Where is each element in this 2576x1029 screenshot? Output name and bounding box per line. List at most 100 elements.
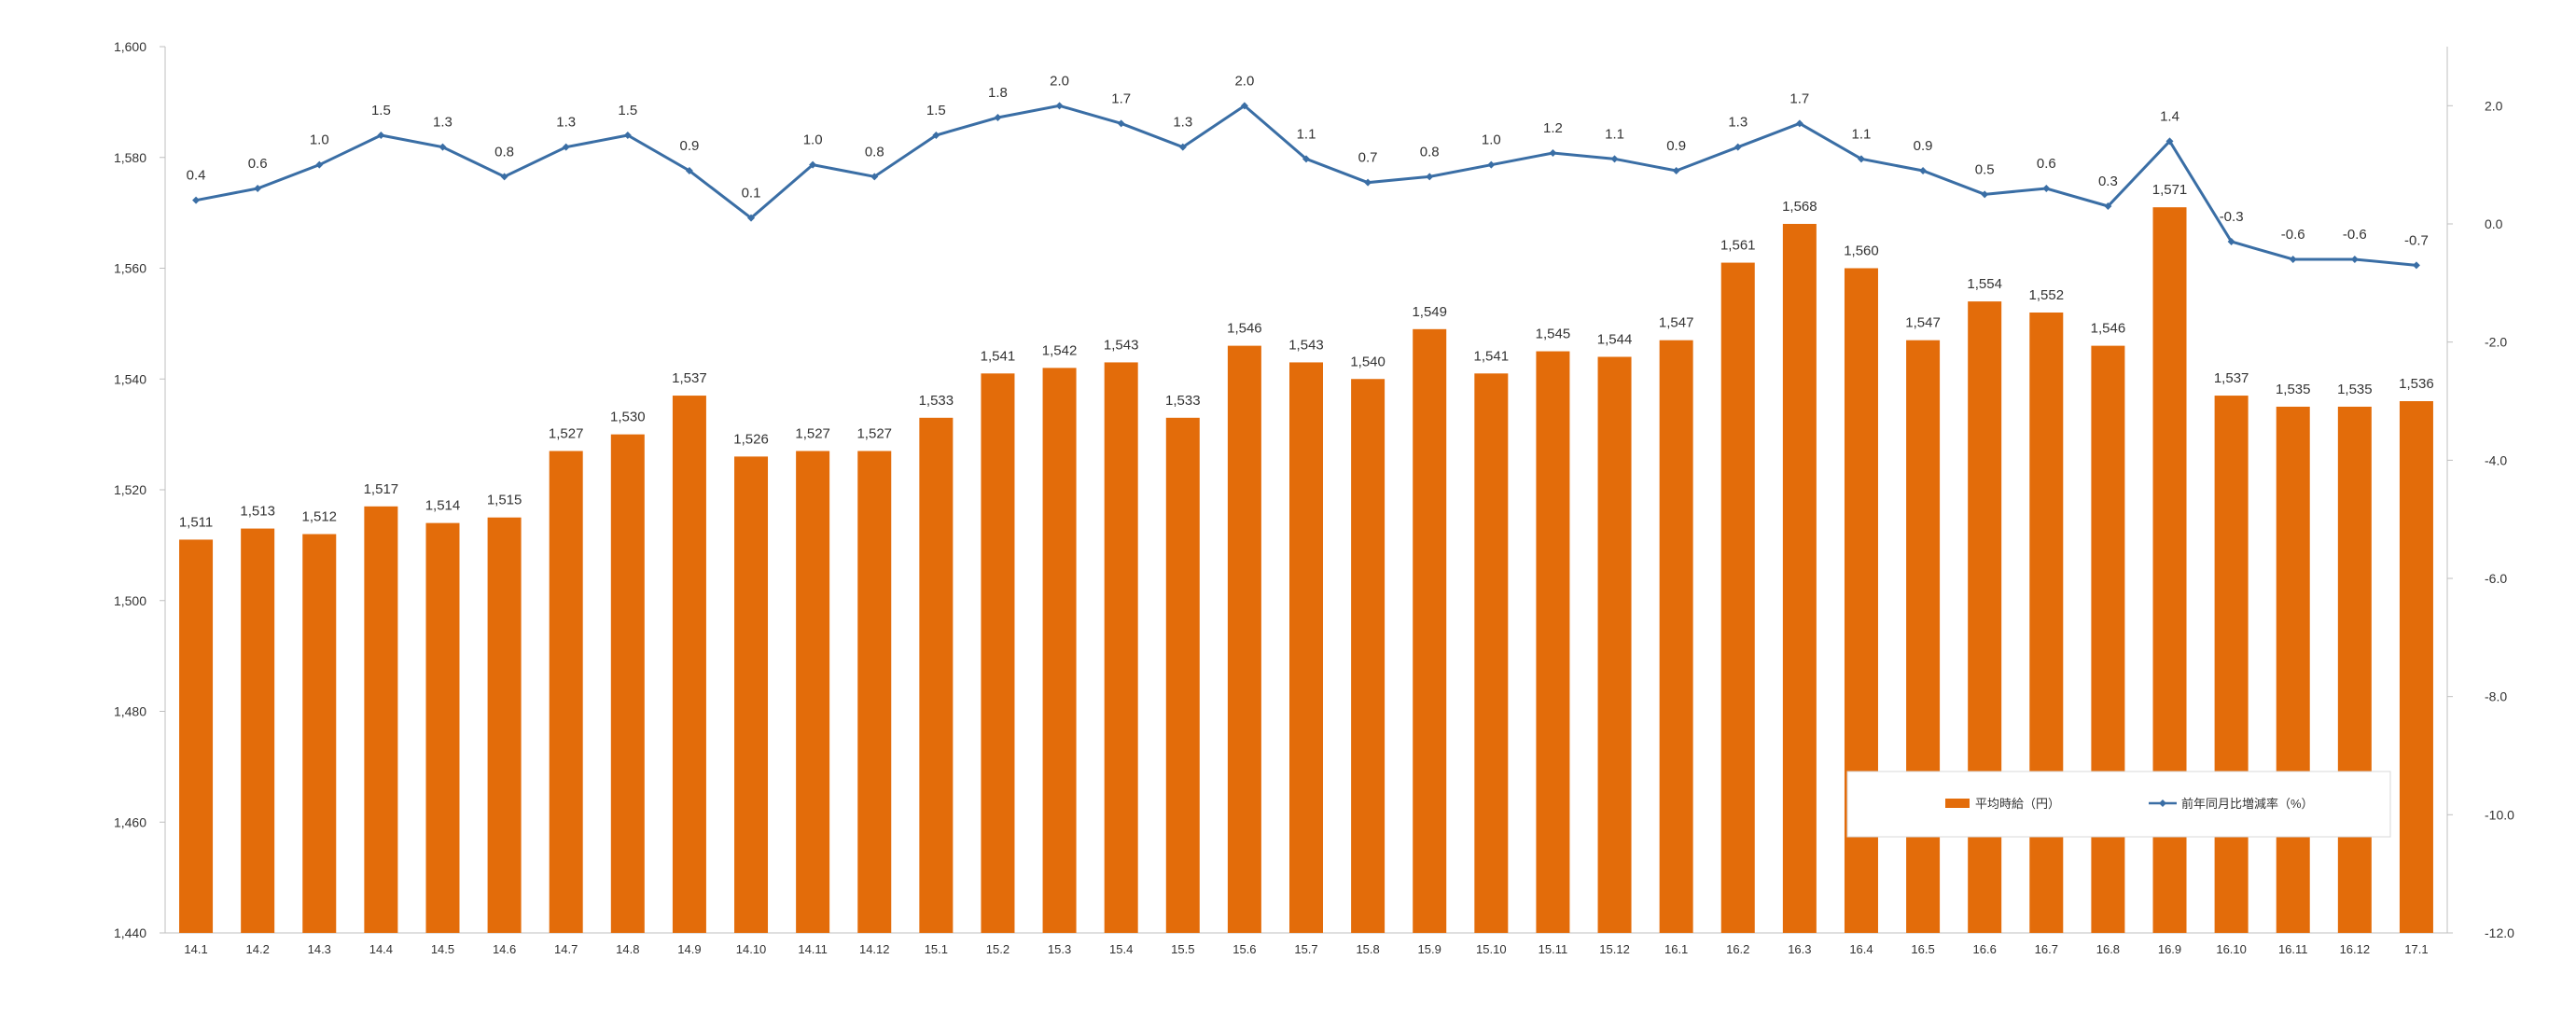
legend: 平均時給（円） 前年同月比増減率（%）: [1846, 771, 2391, 838]
line-value-label: 1.1: [1297, 126, 1316, 142]
line-point-marker: [2165, 137, 2174, 146]
bar-value-label: 1,533: [919, 393, 954, 409]
bar: [1104, 362, 1138, 933]
line-value-label: 1.5: [371, 103, 391, 118]
bar-value-label: 1,547: [1659, 315, 1694, 331]
x-tick-label: 14.3: [308, 942, 331, 956]
bar-value-label: 1,549: [1412, 304, 1447, 320]
bar-value-label: 1,546: [1227, 321, 1262, 337]
x-tick-label: 14.11: [798, 942, 828, 956]
bar-value-label: 1,541: [1474, 348, 1510, 364]
x-tick-label: 15.3: [1048, 942, 1071, 956]
x-tick-label: 16.8: [2096, 942, 2120, 956]
bar: [1782, 224, 1817, 933]
line-value-label: 1.0: [1482, 132, 1501, 148]
line-value-label: 0.6: [248, 156, 268, 172]
right-tick-label: 0.0: [2485, 216, 2503, 231]
bar: [2276, 406, 2310, 933]
line-value-label: 1.7: [1111, 90, 1131, 106]
bar: [796, 451, 830, 933]
bar: [425, 522, 460, 933]
line-value-label: 0.3: [2098, 174, 2118, 189]
right-tick-label: -6.0: [2485, 571, 2507, 586]
line-point-marker: [2227, 238, 2235, 245]
line-point-marker: [1549, 149, 1557, 157]
bar-value-label: 1,536: [2399, 376, 2434, 392]
bar-value-label: 1,530: [610, 410, 646, 425]
right-tick-label: -2.0: [2485, 335, 2507, 350]
x-tick-label: 16.6: [1973, 942, 1997, 956]
x-tick-label: 14.2: [246, 942, 270, 956]
axes-group: 1,440 1,460 1,480 1,500 1,520 1,540 1,560 1,580…: [114, 39, 2514, 956]
legend-line-label: 前年同月比増減率（%）: [2181, 797, 2314, 811]
line-value-label: 1.1: [1605, 126, 1624, 142]
bar-value-label: 1,537: [2214, 370, 2249, 386]
x-tick-label: 16.2: [1726, 942, 1749, 956]
legend-box: [1846, 771, 2391, 838]
x-tick-label: 16.5: [1911, 942, 1934, 956]
line-point-marker: [994, 114, 1002, 121]
x-tick-label: 15.4: [1109, 942, 1133, 956]
line-point-marker: [1240, 102, 1248, 110]
x-tick-label: 15.7: [1294, 942, 1317, 956]
line-value-label: 1.8: [988, 85, 1008, 101]
line-value-label: 2.0: [1050, 73, 1069, 89]
bar: [179, 539, 214, 933]
line-point-marker: [562, 143, 570, 151]
bar-value-label: 1,544: [1597, 332, 1633, 348]
bar-value-label: 1,560: [1844, 243, 1879, 259]
bar-value-label: 1,511: [179, 514, 213, 530]
bar-value-label: 1,515: [487, 493, 522, 508]
bar-value-label: 1,527: [549, 425, 584, 441]
data-labels-group: 1,511 1,513 1,512 1,517 1,514 1,515 1,527 1,530…: [179, 73, 2434, 530]
bar-value-label: 1,561: [1720, 238, 1756, 254]
right-tick-label: -8.0: [2485, 689, 2507, 704]
x-tick-label: 15.1: [925, 942, 948, 956]
bar-value-label: 1,568: [1782, 199, 1817, 215]
line-value-label: -0.3: [2220, 209, 2244, 225]
left-tick-label: 1,540: [114, 371, 146, 386]
x-tick-label: 15.10: [1476, 942, 1507, 956]
bar-value-label: 1,554: [1967, 276, 2002, 292]
x-tick-label: 14.9: [677, 942, 701, 956]
x-tick-label: 17.1: [2404, 942, 2428, 956]
bar: [1659, 340, 1693, 933]
x-tick-label: 14.5: [431, 942, 454, 956]
x-tick-label: 14.8: [616, 942, 639, 956]
bar-value-label: 1,547: [1905, 315, 1941, 331]
bar: [2399, 401, 2433, 933]
bar-value-label: 1,535: [2276, 382, 2311, 397]
line-point-marker: [2042, 185, 2051, 192]
line-point-marker: [500, 173, 508, 181]
line-value-label: 0.8: [1420, 144, 1440, 160]
line-point-marker: [1487, 160, 1496, 169]
right-tick-label: 2.0: [2485, 98, 2503, 113]
line-value-label: 1.5: [926, 103, 946, 118]
bar: [549, 451, 583, 933]
x-tick-label: 14.1: [184, 942, 207, 956]
line-point-marker: [685, 167, 693, 174]
line-value-label: 1.5: [618, 103, 637, 118]
x-tick-label: 14.7: [554, 942, 578, 956]
x-tick-label: 16.4: [1849, 942, 1873, 956]
line-value-label: 1.3: [1173, 115, 1192, 131]
left-tick-label: 1,600: [114, 39, 146, 54]
line-point-marker: [377, 132, 385, 139]
line-value-label: 0.4: [187, 168, 206, 184]
bar-value-label: 1,541: [981, 348, 1016, 364]
line-point-marker: [747, 214, 756, 222]
right-tick-label: -12.0: [2485, 925, 2514, 940]
bar-value-label: 1,512: [301, 509, 337, 525]
bar: [1906, 340, 1941, 933]
line-point-marker: [1055, 102, 1064, 110]
bar: [241, 528, 275, 933]
right-tick-label: -4.0: [2485, 452, 2507, 467]
bar: [1351, 379, 1385, 933]
line-point-marker: [870, 173, 879, 181]
line-point-marker: [1981, 190, 1989, 199]
x-tick-label: 15.11: [1539, 942, 1568, 956]
bar: [1968, 301, 2002, 933]
line-value-label: 1.4: [2160, 108, 2179, 124]
bar: [487, 517, 522, 933]
